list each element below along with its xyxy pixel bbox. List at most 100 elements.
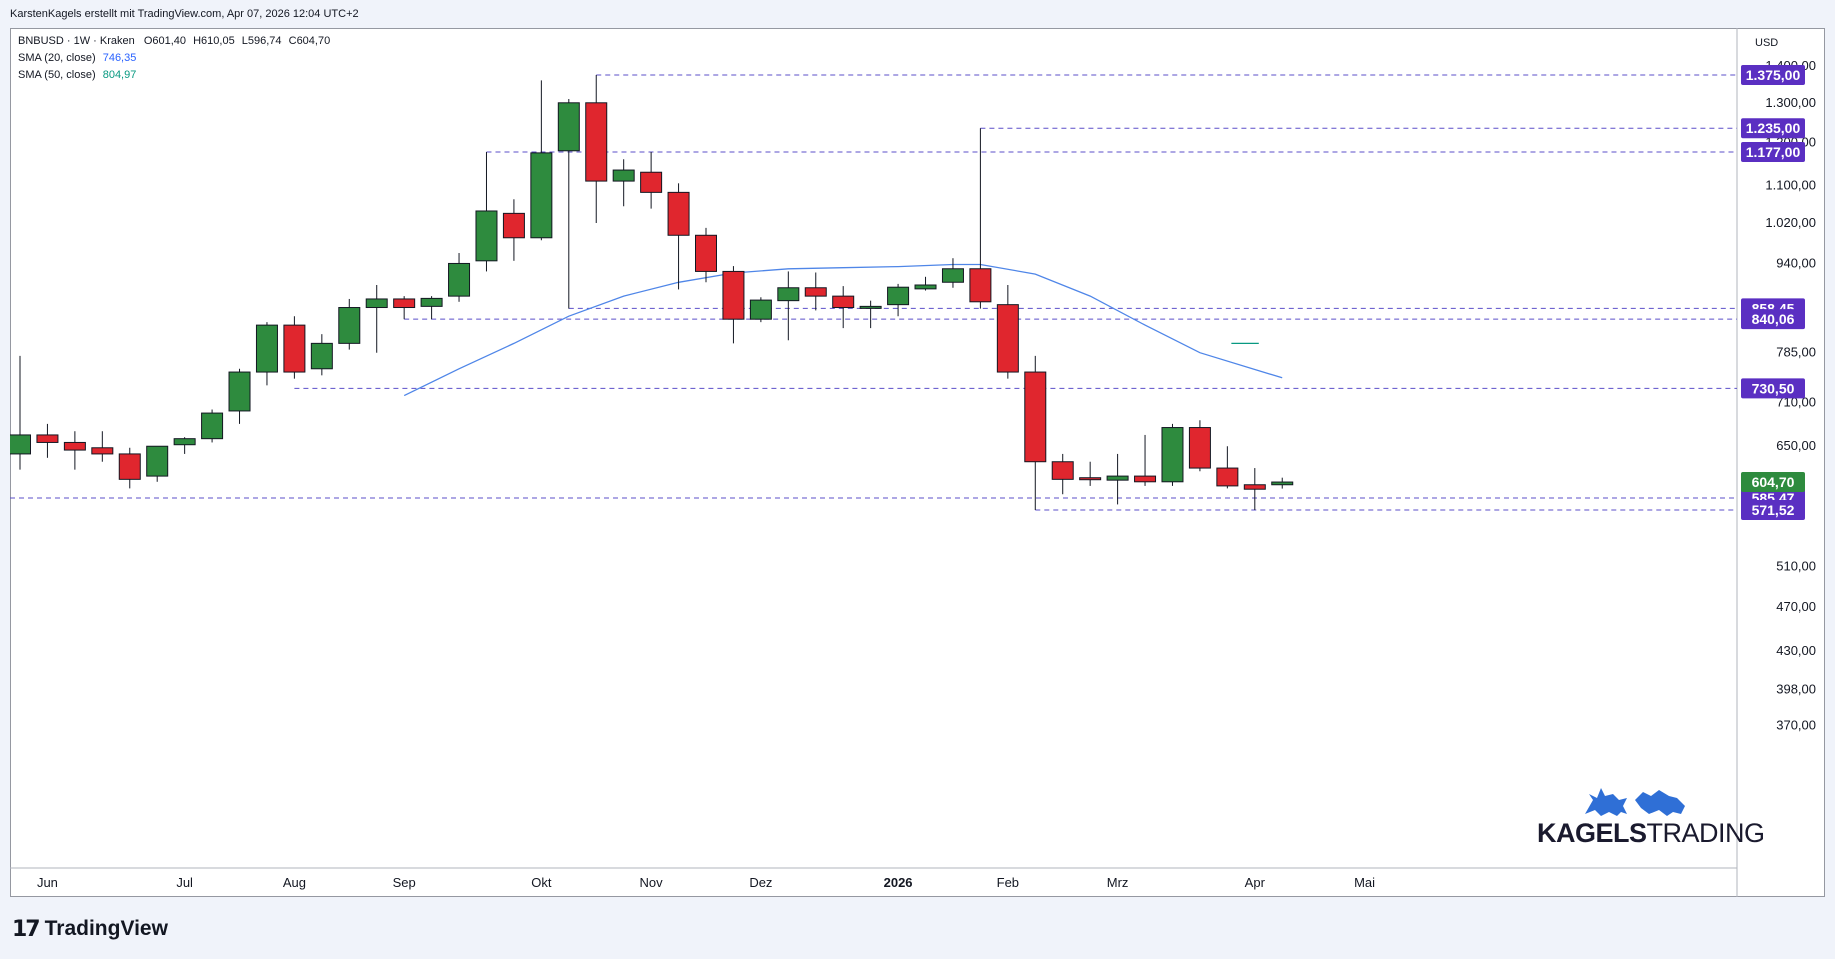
candle-body (722, 270, 745, 320)
time-tick-label: Okt (531, 875, 552, 890)
price-tick-label: 650,00 (1776, 438, 1816, 453)
candle-body (255, 324, 278, 373)
level-badge-label: 1.235,00 (1746, 120, 1801, 136)
candle-body (365, 298, 388, 309)
time-tick-label: Jul (176, 875, 193, 890)
candle-body (63, 441, 86, 451)
candle-body (530, 152, 553, 239)
sma20-line (403, 263, 1283, 397)
time-tick-label: Mai (1354, 875, 1375, 890)
time-tick-label: Mrz (1107, 875, 1129, 890)
candle-body (914, 284, 937, 290)
candle-body (557, 102, 580, 152)
candle-body (695, 234, 717, 272)
chart-panel[interactable] (10, 28, 1825, 897)
price-tick-label: 1.020,00 (1765, 215, 1816, 230)
legend-sma50[interactable]: SMA (50, close) 804,97 (18, 69, 136, 81)
legend-symbol: BNBUSD · 1W · Kraken (18, 35, 135, 47)
candle-body (393, 298, 416, 309)
time-tick-label: 2026 (884, 875, 913, 890)
candle-body (612, 169, 635, 182)
price-tick-label: 785,00 (1776, 345, 1816, 360)
time-tick-label: Aug (283, 875, 306, 890)
price-tick-label: 470,00 (1776, 599, 1816, 614)
candle-body (10, 434, 31, 455)
candle-body (1161, 427, 1184, 483)
candle-body (804, 287, 827, 297)
candle-body (36, 434, 59, 443)
candle-body (91, 447, 114, 455)
level-badge (1741, 309, 1805, 330)
time-tick-label: Jun (37, 875, 58, 890)
level-badge-label: 840,06 (1752, 311, 1795, 327)
candle-body (228, 371, 251, 412)
candle-body (640, 171, 663, 193)
candle-body (448, 262, 471, 297)
level-badge-label: 571,52 (1752, 502, 1795, 518)
level-badge (1741, 118, 1805, 139)
legend-sma20[interactable]: SMA (20, close) 746,35 (18, 52, 136, 64)
candle-body (420, 297, 443, 307)
legend-high-label: H (193, 35, 202, 47)
legend-symbol-line: BNBUSD · 1W · Kraken O601,40 H610,05 L59… (18, 35, 330, 47)
candle-body (1188, 427, 1211, 469)
tradingview-wordmark: TradingView (44, 917, 168, 940)
candle-body (1079, 477, 1102, 481)
candle-body (859, 305, 882, 309)
time-tick-label: Nov (640, 875, 664, 890)
level-badge-label: 1.375,00 (1746, 67, 1801, 83)
time-tick-label: Sep (393, 875, 416, 890)
last-price-label: 604,70 (1752, 474, 1795, 490)
legend-close: 604,70 (296, 35, 331, 47)
candle-body (969, 268, 992, 303)
level-badge (1741, 500, 1805, 520)
tradingview-logo[interactable]: 17 TradingView (12, 914, 168, 944)
candle-body (338, 307, 361, 344)
price-tick-label: 398,00 (1776, 681, 1816, 696)
time-tick-label: Dez (749, 875, 772, 890)
chart-canvas[interactable]: USD1.400,001.300,001.100,001.020,00940,0… (10, 28, 1825, 897)
time-tick-label: Feb (997, 875, 1019, 890)
legend-high: 610,05 (201, 35, 235, 47)
legend-low-label: L (241, 35, 248, 47)
candle-body (832, 295, 855, 309)
candle-body (502, 212, 525, 239)
level-badge-label: 730,50 (1752, 380, 1795, 396)
wordmark-bold: KAGELS (1537, 818, 1647, 848)
candle-body (146, 445, 169, 477)
level-badge (1741, 378, 1805, 399)
price-tick-label: 430,00 (1776, 643, 1816, 658)
level-badge (1741, 65, 1805, 85)
candle-body (1051, 461, 1074, 480)
legend-open: 601,40 (152, 35, 187, 47)
price-tick-label: 1.100,00 (1765, 178, 1816, 193)
candle-body (996, 304, 1019, 373)
kagels-logo-icon (1585, 788, 1685, 816)
candle-body (749, 299, 772, 320)
legend-sma50-label: SMA (50, close) (18, 69, 96, 81)
legend-sma20-label: SMA (20, close) (18, 52, 96, 64)
last-price-badge (1741, 472, 1805, 493)
candle-body (1271, 481, 1294, 486)
candle-body (1024, 371, 1047, 463)
price-tick-label: 1.300,00 (1765, 95, 1816, 110)
candle-body (118, 453, 141, 480)
legend-sma20-value: 746,35 (102, 52, 137, 64)
legend-open-label: O (143, 35, 153, 47)
legend-close-label: C (288, 35, 297, 47)
level-badge (1741, 142, 1805, 163)
candle-body (283, 324, 306, 373)
candle-body (941, 268, 964, 283)
top-bar: KarstenKagels erstellt mit TradingView.c… (0, 0, 1835, 28)
currency-label: USD (1755, 37, 1778, 49)
candle-body (777, 287, 800, 302)
candle-body (173, 438, 196, 446)
legend-low: 596,74 (247, 35, 282, 47)
kagels-trading-wordmark: KAGELSTRADING (1537, 818, 1765, 849)
level-badge-label: 1.177,00 (1746, 144, 1801, 160)
candle-body (667, 191, 690, 236)
candle-body (1216, 467, 1239, 487)
tradingview-mark-icon: 17 (12, 916, 41, 942)
candle-body (1134, 475, 1157, 483)
candle-body (201, 412, 224, 440)
